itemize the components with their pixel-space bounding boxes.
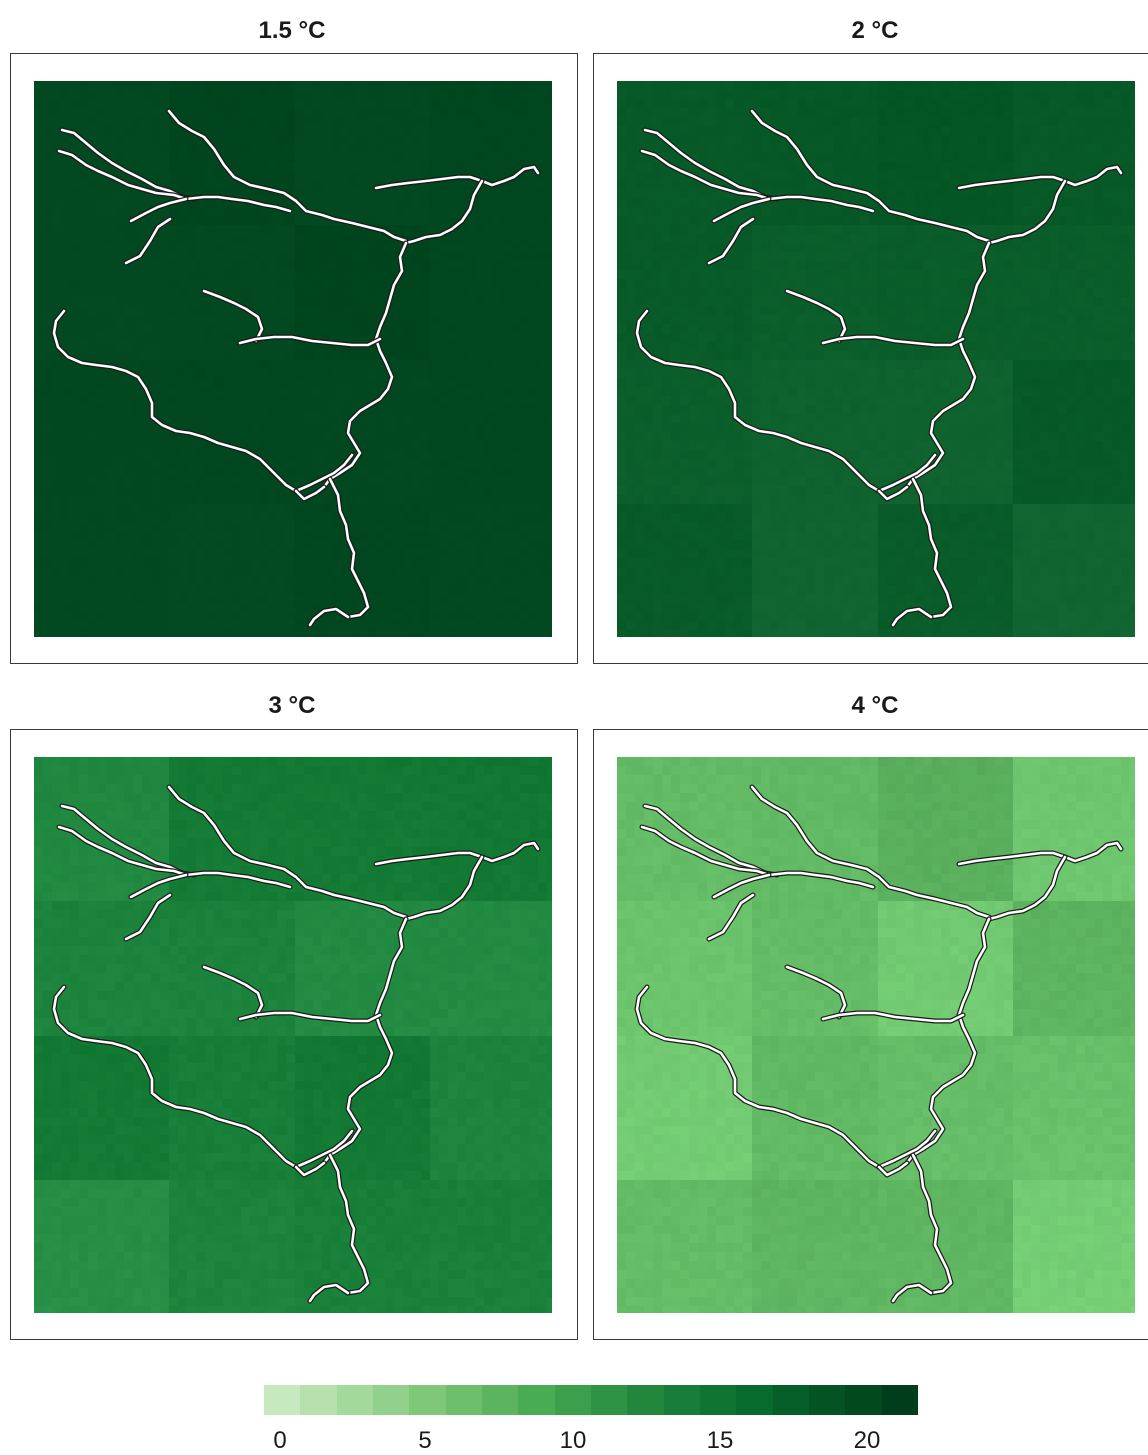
river-line-8 [905, 917, 991, 1165]
heatmap-4c [617, 757, 1135, 1313]
river-line-4 [712, 197, 771, 223]
river-line-14 [294, 1161, 326, 1177]
river-line-2 [750, 785, 991, 919]
river-line-13 [911, 477, 953, 619]
panel-title-1-5c: 1.5 °C [258, 17, 326, 44]
river-line-4 [712, 873, 771, 899]
panel-title-2c: 2 °C [851, 17, 899, 44]
river-line-14 [877, 1161, 909, 1177]
raster-cells [34, 81, 552, 637]
river-line-10 [821, 1011, 965, 1023]
river-line-3 [184, 195, 292, 213]
river-line-11 [52, 309, 298, 493]
river-network [634, 108, 1124, 628]
river-line-3 [767, 871, 875, 889]
river-line-9 [785, 965, 847, 1019]
river-line-12 [877, 1129, 937, 1169]
river-line-8 [905, 241, 991, 489]
legend-swatch-7 [518, 1385, 555, 1415]
legend-swatch-0 [264, 1385, 301, 1415]
legend-swatch-16 [845, 1385, 882, 1415]
river-line-5 [707, 893, 755, 941]
legend-swatch-4 [409, 1385, 446, 1415]
legend-swatch-12 [699, 1385, 737, 1415]
river-line-4 [129, 873, 188, 899]
legend-swatch-1 [300, 1385, 337, 1415]
river-line-7 [987, 179, 1067, 245]
river-line-11 [52, 985, 298, 1169]
legend-tick-0: 0 [273, 1427, 287, 1454]
river-line-5 [124, 893, 172, 941]
river-line-15 [891, 1283, 933, 1303]
river-line-15 [308, 607, 350, 627]
legend-swatch-2 [336, 1385, 373, 1415]
river-line-3 [767, 195, 875, 213]
river-line-1 [57, 149, 188, 201]
heatmap-2c [617, 81, 1135, 637]
river-line-13 [911, 1153, 953, 1295]
river-line-5 [707, 217, 755, 265]
river-line-8 [322, 241, 408, 489]
river-line-7 [987, 855, 1067, 921]
legend-swatch-14 [772, 1385, 809, 1415]
river-line-6 [957, 165, 1123, 190]
river-line-2 [167, 785, 408, 919]
river-line-4 [129, 197, 188, 223]
river-line-5 [124, 217, 172, 265]
river-line-6 [374, 841, 540, 866]
legend-tick-15: 15 [706, 1427, 734, 1454]
legend-swatch-6 [481, 1385, 519, 1415]
river-line-1 [640, 149, 771, 201]
legend-swatch-11 [663, 1385, 700, 1415]
legend-tick-5: 5 [418, 1427, 432, 1454]
river-network [51, 108, 541, 628]
river-network [634, 784, 1124, 1304]
river-line-11 [635, 985, 881, 1169]
river-line-15 [308, 1283, 350, 1303]
river-line-10 [238, 1011, 382, 1023]
legend-swatch-9 [590, 1385, 628, 1415]
legend-swatch-10 [627, 1385, 664, 1415]
river-line-1 [57, 825, 188, 877]
river-line-12 [294, 453, 354, 493]
heatmap-1-5c [34, 81, 552, 637]
river-line-12 [294, 1129, 354, 1169]
panel-title-4c: 4 °C [851, 692, 899, 719]
river-line-7 [404, 179, 484, 245]
river-line-13 [328, 477, 370, 619]
legend-tick-20: 20 [853, 1427, 881, 1454]
river-line-2 [167, 109, 408, 243]
legend-swatch-3 [372, 1385, 410, 1415]
river-line-9 [785, 289, 847, 343]
legend-swatch-5 [445, 1385, 482, 1415]
river-line-14 [294, 485, 326, 501]
river-line-15 [891, 607, 933, 627]
river-line-9 [202, 289, 264, 343]
river-line-10 [821, 335, 965, 347]
panel-title-3c: 3 °C [268, 692, 316, 719]
legend-swatch-15 [808, 1385, 846, 1415]
river-line-2 [750, 109, 991, 243]
river-line-3 [184, 871, 292, 889]
river-network [51, 784, 541, 1304]
river-line-6 [957, 841, 1123, 866]
river-line-14 [877, 485, 909, 501]
river-line-12 [877, 453, 937, 493]
legend-swatch-8 [554, 1385, 591, 1415]
river-line-6 [374, 165, 540, 190]
heatmap-3c [34, 757, 552, 1313]
river-line-11 [635, 309, 881, 493]
river-line-7 [404, 855, 484, 921]
river-line-13 [328, 1153, 370, 1295]
river-line-1 [640, 825, 771, 877]
raster-cells [617, 81, 1135, 637]
river-line-9 [202, 965, 264, 1019]
legend-swatch-13 [736, 1385, 773, 1415]
legend-tick-10: 10 [559, 1427, 587, 1454]
legend-swatch-17 [881, 1385, 918, 1415]
river-line-8 [322, 917, 408, 1165]
river-line-10 [238, 335, 382, 347]
color-scale-legend [264, 1385, 918, 1415]
